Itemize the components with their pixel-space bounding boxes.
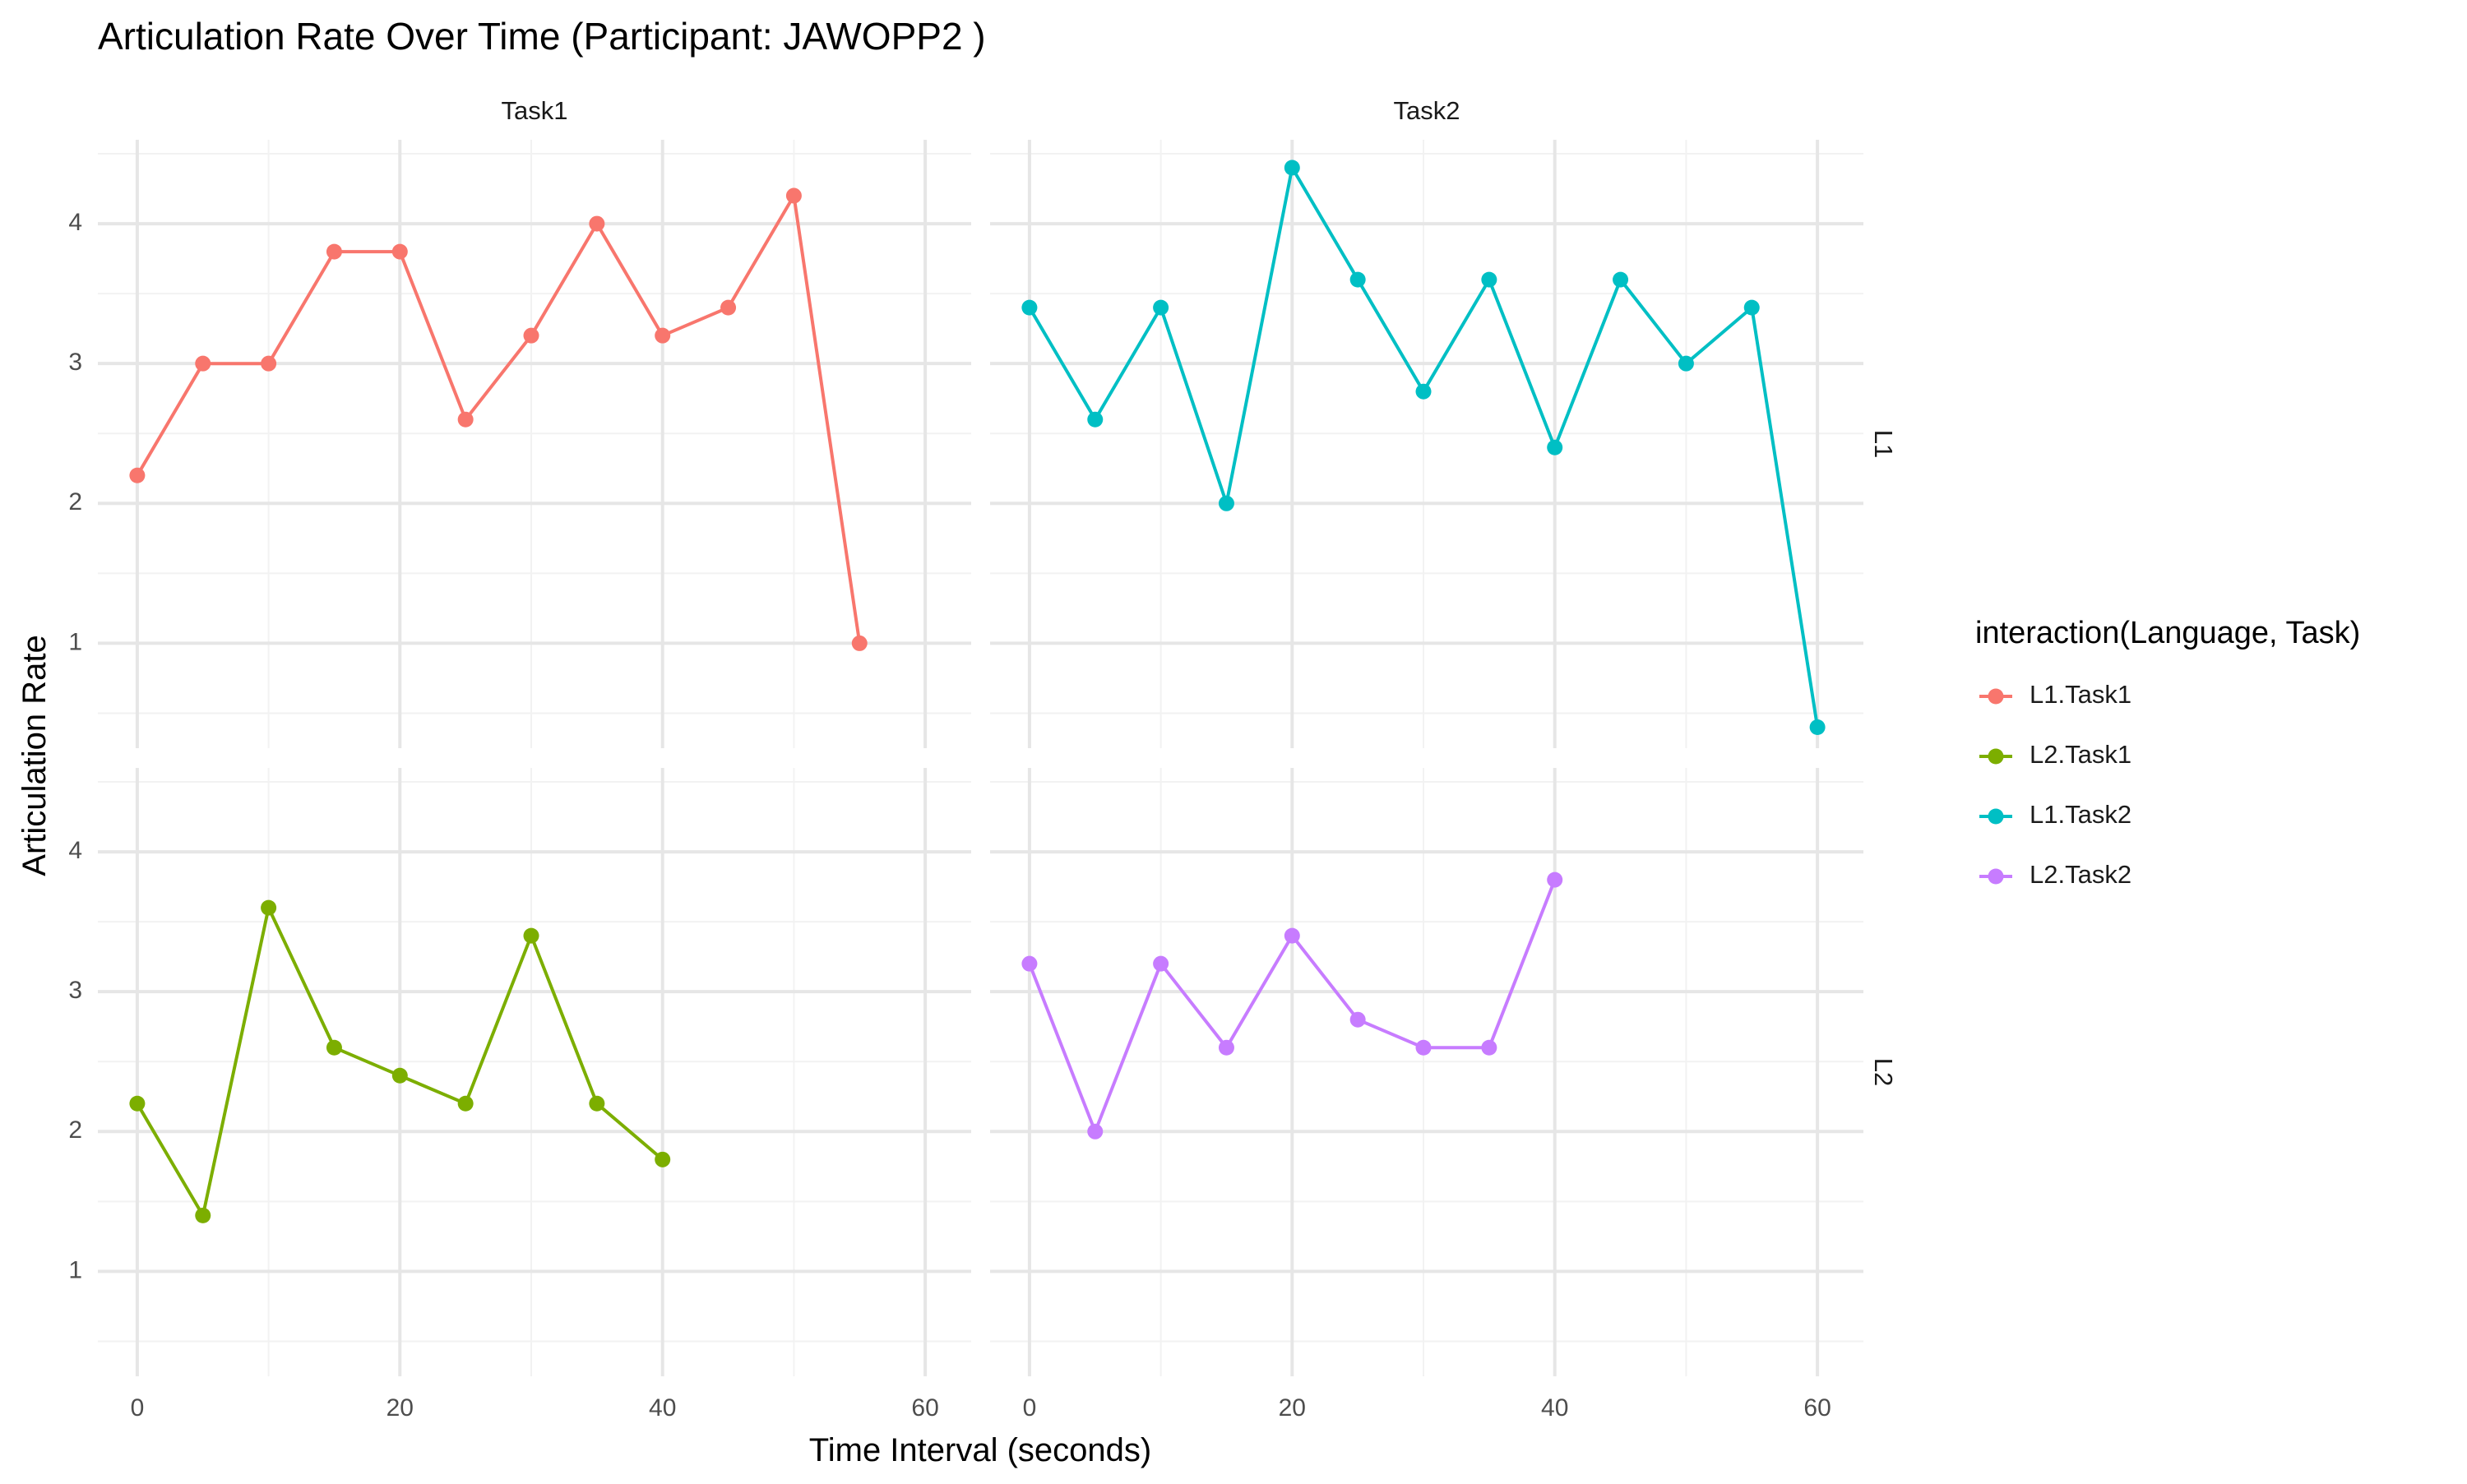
legend-entry: L2.Task1 bbox=[1979, 740, 2131, 769]
data-point bbox=[720, 299, 737, 316]
data-point bbox=[1087, 1123, 1104, 1140]
y-tick-label: 1 bbox=[68, 628, 82, 655]
legend-label: L2.Task2 bbox=[2030, 860, 2131, 889]
x-tick-label: 40 bbox=[649, 1394, 676, 1422]
y-tick-label: 3 bbox=[68, 977, 82, 1004]
data-point bbox=[785, 187, 802, 204]
legend-key-point bbox=[1988, 808, 2004, 825]
x-tick-label: 0 bbox=[131, 1394, 145, 1422]
data-point bbox=[1481, 1039, 1497, 1056]
x-tick-label: 20 bbox=[1279, 1394, 1306, 1422]
data-point bbox=[523, 927, 539, 944]
data-point bbox=[1547, 871, 1563, 888]
data-point bbox=[195, 1207, 211, 1223]
legend-entry: L1.Task2 bbox=[1979, 800, 2131, 829]
data-point bbox=[1087, 411, 1104, 428]
y-tick-label: 2 bbox=[68, 1116, 82, 1144]
y-tick-label: 4 bbox=[68, 209, 82, 236]
data-point bbox=[1284, 927, 1300, 944]
facet-column-label: Task1 bbox=[502, 96, 568, 125]
data-point bbox=[261, 899, 277, 916]
legend-label: L1.Task2 bbox=[2030, 800, 2131, 829]
data-point bbox=[457, 1095, 474, 1112]
x-tick-label: 60 bbox=[1803, 1394, 1831, 1422]
data-point bbox=[1021, 955, 1038, 972]
panel-L1-Task1 bbox=[98, 140, 971, 748]
y-tick-label: 2 bbox=[68, 488, 82, 515]
data-point bbox=[1349, 1011, 1366, 1028]
data-point bbox=[589, 215, 605, 232]
data-point bbox=[129, 1095, 146, 1112]
series-L1.Task1 bbox=[129, 187, 868, 651]
legend-entry: L2.Task2 bbox=[1979, 860, 2131, 889]
y-axis-label: Articulation Rate bbox=[16, 635, 53, 876]
panel-L2-Task1 bbox=[98, 768, 971, 1376]
series-L1.Task2 bbox=[1021, 159, 1826, 735]
data-point bbox=[1284, 159, 1300, 176]
facet-row-label: L1 bbox=[1869, 430, 1898, 458]
facet-column-label: Task2 bbox=[1394, 96, 1460, 125]
data-point bbox=[1613, 271, 1629, 288]
legend-key-point bbox=[1988, 688, 2004, 705]
legend-entry: L1.Task1 bbox=[1979, 680, 2131, 709]
legend-key-point bbox=[1988, 868, 2004, 885]
legend-label: L1.Task1 bbox=[2030, 680, 2131, 709]
data-point bbox=[1153, 299, 1169, 316]
series-L2.Task2 bbox=[1021, 871, 1563, 1140]
data-point bbox=[1678, 355, 1694, 372]
data-point bbox=[655, 1151, 671, 1167]
legend-label: L2.Task1 bbox=[2030, 740, 2131, 769]
data-point bbox=[523, 327, 539, 344]
data-point bbox=[261, 355, 277, 372]
facet-row-label: L2 bbox=[1869, 1058, 1898, 1086]
data-point bbox=[1021, 299, 1038, 316]
data-point bbox=[655, 327, 671, 344]
data-point bbox=[195, 355, 211, 372]
legend: interaction(Language, Task) L1.Task1 L2.T… bbox=[1975, 616, 2360, 889]
data-point bbox=[589, 1095, 605, 1112]
data-point bbox=[326, 1039, 342, 1056]
chart-title: Articulation Rate Over Time (Participant… bbox=[98, 15, 986, 58]
data-point bbox=[129, 467, 146, 483]
series-line bbox=[136, 194, 862, 644]
y-tick-label: 1 bbox=[68, 1256, 82, 1283]
data-point bbox=[1743, 299, 1760, 316]
data-point bbox=[1415, 1039, 1432, 1056]
data-point bbox=[391, 1067, 408, 1084]
x-tick-label: 20 bbox=[386, 1394, 414, 1422]
data-point bbox=[391, 243, 408, 260]
x-tick-label: 60 bbox=[911, 1394, 938, 1422]
data-point bbox=[1349, 271, 1366, 288]
x-tick-label: 0 bbox=[1023, 1394, 1037, 1422]
data-point bbox=[1415, 383, 1432, 400]
x-axis-label: Time Interval (seconds) bbox=[809, 1432, 1151, 1468]
data-point bbox=[457, 411, 474, 428]
data-point bbox=[1218, 495, 1234, 511]
panel-L2-Task2 bbox=[990, 768, 1863, 1376]
data-point bbox=[1481, 271, 1497, 288]
data-point bbox=[1547, 439, 1563, 455]
legend-key-point bbox=[1988, 748, 2004, 765]
data-point bbox=[326, 243, 342, 260]
y-tick-label: 3 bbox=[68, 349, 82, 376]
data-point bbox=[1809, 719, 1826, 735]
data-point bbox=[851, 635, 868, 651]
data-point bbox=[1153, 955, 1169, 972]
legend-title: interaction(Language, Task) bbox=[1975, 616, 2360, 650]
y-tick-label: 4 bbox=[68, 837, 82, 864]
x-tick-label: 40 bbox=[1541, 1394, 1568, 1422]
data-point bbox=[1218, 1039, 1234, 1056]
series-L2.Task1 bbox=[129, 899, 671, 1223]
